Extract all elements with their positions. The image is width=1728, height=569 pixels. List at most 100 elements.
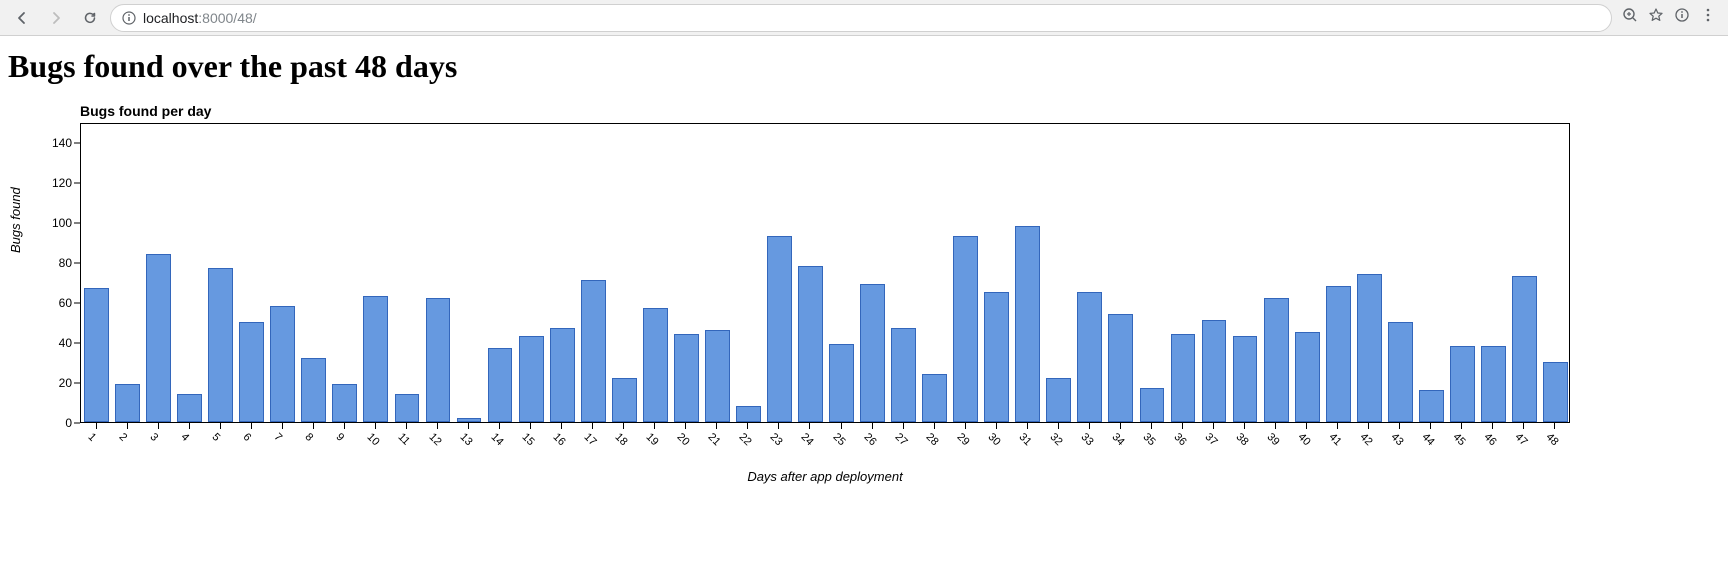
x-tick-label: 28 <box>923 431 940 448</box>
x-tick-mark <box>654 423 655 429</box>
x-tick-label: 4 <box>178 431 191 444</box>
x-tick-label: 44 <box>1420 431 1437 448</box>
bar <box>1326 286 1351 422</box>
toolbar-right <box>1618 7 1720 28</box>
x-tick-label: 47 <box>1513 431 1530 448</box>
address-bar[interactable]: localhost:8000/48/ <box>110 4 1612 32</box>
x-tick-label: 33 <box>1078 431 1095 448</box>
bar <box>1295 332 1320 422</box>
x-tick-mark <box>1213 423 1214 429</box>
x-tick-label: 7 <box>271 431 284 444</box>
x-tick-label: 9 <box>333 431 346 444</box>
x-tick-label: 13 <box>458 431 475 448</box>
x-tick-mark <box>623 423 624 429</box>
chart-x-axis: 1234567891011121314151617181920212223242… <box>80 423 1570 463</box>
x-tick-label: 12 <box>426 431 443 448</box>
bar <box>550 328 575 422</box>
y-tick-label: 140 <box>52 136 72 150</box>
x-tick-label: 10 <box>364 431 381 448</box>
x-tick-mark <box>530 423 531 429</box>
x-tick-label: 36 <box>1171 431 1188 448</box>
x-tick-label: 39 <box>1265 431 1282 448</box>
x-tick-label: 24 <box>799 431 816 448</box>
x-tick-mark <box>1337 423 1338 429</box>
x-tick-label: 2 <box>116 431 129 444</box>
y-tick-label: 60 <box>59 296 72 310</box>
x-tick-mark <box>685 423 686 429</box>
x-tick-label: 30 <box>985 431 1002 448</box>
x-tick-mark <box>809 423 810 429</box>
x-tick-label: 5 <box>209 431 222 444</box>
url-text: localhost:8000/48/ <box>143 10 257 26</box>
x-tick-label: 15 <box>520 431 537 448</box>
url-path: :8000/48/ <box>198 10 256 26</box>
x-tick-label: 16 <box>551 431 568 448</box>
bar <box>1543 362 1568 422</box>
x-tick-mark <box>127 423 128 429</box>
browser-toolbar: localhost:8000/48/ <box>0 0 1728 36</box>
x-tick-mark <box>996 423 997 429</box>
x-tick-mark <box>1523 423 1524 429</box>
bar <box>239 322 264 422</box>
reload-button[interactable] <box>76 4 104 32</box>
bar <box>363 296 388 422</box>
x-tick-label: 41 <box>1327 431 1344 448</box>
extension-icon[interactable] <box>1674 7 1690 28</box>
x-tick-label: 34 <box>1109 431 1126 448</box>
bookmark-icon[interactable] <box>1648 7 1664 28</box>
x-tick-label: 37 <box>1203 431 1220 448</box>
x-tick-label: 40 <box>1296 431 1313 448</box>
x-tick-label: 19 <box>644 431 661 448</box>
bar <box>1202 320 1227 422</box>
x-tick-mark <box>282 423 283 429</box>
x-tick-mark <box>1027 423 1028 429</box>
y-tick-label: 80 <box>59 256 72 270</box>
x-tick-mark <box>406 423 407 429</box>
x-tick-mark <box>965 423 966 429</box>
menu-icon[interactable] <box>1700 7 1716 28</box>
x-tick-mark <box>499 423 500 429</box>
bar <box>798 266 823 422</box>
bar <box>1264 298 1289 422</box>
bar <box>1015 226 1040 422</box>
x-tick-mark <box>375 423 376 429</box>
x-tick-label: 6 <box>240 431 253 444</box>
x-tick-mark <box>934 423 935 429</box>
x-tick-label: 35 <box>1140 431 1157 448</box>
forward-button[interactable] <box>42 4 70 32</box>
x-tick-label: 1 <box>85 431 98 444</box>
chart-y-axis: 020406080100120140 <box>18 123 80 423</box>
x-tick-label: 22 <box>737 431 754 448</box>
bar <box>736 406 761 422</box>
bar <box>301 358 326 422</box>
bar <box>1450 346 1475 422</box>
x-tick-mark <box>1058 423 1059 429</box>
back-button[interactable] <box>8 4 36 32</box>
x-tick-mark <box>468 423 469 429</box>
x-tick-mark <box>1275 423 1276 429</box>
bar <box>519 336 544 422</box>
bar <box>860 284 885 422</box>
bar <box>208 268 233 422</box>
y-tick-label: 40 <box>59 336 72 350</box>
x-tick-mark <box>1182 423 1183 429</box>
y-tick-label: 20 <box>59 376 72 390</box>
x-tick-mark <box>1399 423 1400 429</box>
zoom-icon[interactable] <box>1622 7 1638 28</box>
x-tick-mark <box>1554 423 1555 429</box>
x-tick-mark <box>1306 423 1307 429</box>
bar <box>1108 314 1133 422</box>
x-tick-mark <box>158 423 159 429</box>
url-host: localhost <box>143 10 198 26</box>
bar <box>1481 346 1506 422</box>
x-tick-mark <box>96 423 97 429</box>
bar <box>581 280 606 422</box>
site-info-icon[interactable] <box>121 10 137 26</box>
bar <box>270 306 295 422</box>
x-tick-mark <box>747 423 748 429</box>
x-tick-label: 31 <box>1016 431 1033 448</box>
y-tick-label: 120 <box>52 176 72 190</box>
page-title: Bugs found over the past 48 days <box>8 48 1720 85</box>
bar <box>829 344 854 422</box>
x-tick-label: 8 <box>302 431 315 444</box>
